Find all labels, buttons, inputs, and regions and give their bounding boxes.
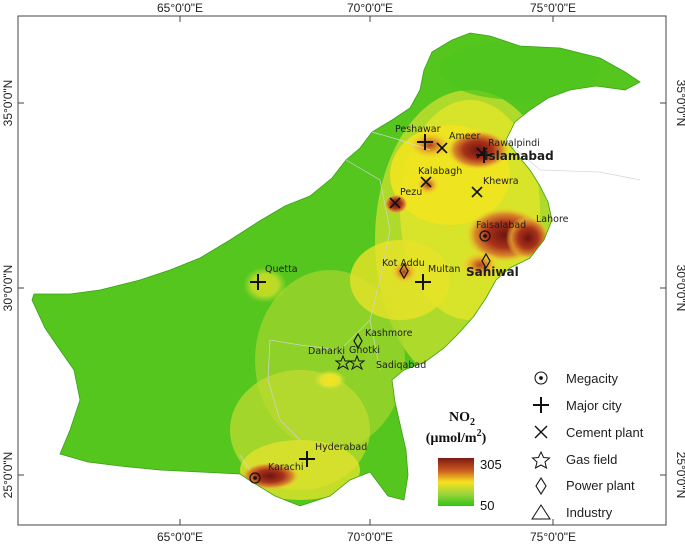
place-label: Sahiwal <box>466 265 519 279</box>
bottom-tick-label: 65°0'0"E <box>157 530 203 544</box>
power-plant-icon <box>481 252 491 270</box>
right-tick-label: 30°0'0"N <box>674 265 685 312</box>
legend-label: Gas field <box>566 452 617 467</box>
place-label: Kalabagh <box>418 166 462 177</box>
legend-label: Megacity <box>566 371 619 386</box>
colorbar-ramp <box>438 458 474 506</box>
left-tick-label: 35°0'0"N <box>1 80 15 127</box>
colorbar-max: 305 <box>480 457 502 472</box>
colorbar-title-line2: (µmol/m2) <box>426 428 487 446</box>
cement-plant-icon <box>389 197 401 209</box>
place-label: Lahore <box>536 214 569 225</box>
gas-field-icon <box>334 354 352 371</box>
place-label: Sadiqabad <box>376 360 426 371</box>
place-label: Hyderabad <box>315 442 367 453</box>
province-boundary <box>371 131 431 151</box>
place-label: Ghotki <box>349 345 380 356</box>
cement-plant-icon <box>420 176 432 188</box>
top-tick-label: 75°0'0"E <box>530 1 576 15</box>
legend-label: Major city <box>566 398 622 413</box>
cement-plant-icon <box>471 186 483 198</box>
megacity-icon <box>534 371 548 385</box>
border-line <box>504 139 641 181</box>
gas-field-icon <box>348 354 366 371</box>
place-label: Peshawar <box>395 124 441 135</box>
megacity-icon <box>479 230 491 242</box>
map-markers <box>249 134 492 484</box>
major-city-icon <box>250 274 266 290</box>
graticule-ticks <box>18 16 666 525</box>
industry-icon <box>531 504 551 520</box>
bottom-tick-label: 70°0'0"E <box>347 530 393 544</box>
legend-label: Industry <box>566 505 613 520</box>
major-city-icon <box>299 451 315 467</box>
cement-plant-icon <box>436 142 448 154</box>
colorbar-min: 50 <box>480 498 494 513</box>
megacity-icon <box>249 472 261 484</box>
major-city-icon <box>533 397 549 413</box>
place-label: Quetta <box>265 264 298 275</box>
left-tick-label: 25°0'0"N <box>1 452 15 499</box>
colorbar-title-line1: NO2 <box>449 410 475 428</box>
country-outline <box>31 32 641 507</box>
cement-plant-icon <box>476 147 488 159</box>
left-tick-label: 30°0'0"N <box>1 265 15 312</box>
colorbar: NO2 (µmol/m2) 305 50 <box>426 410 502 513</box>
gas-field-icon <box>531 450 551 469</box>
power-plant-icon <box>399 262 409 280</box>
place-label: Kot Addu <box>382 258 425 269</box>
bottom-tick-label: 75°0'0"E <box>530 530 576 544</box>
place-label: Daharki <box>308 346 345 357</box>
place-label: Khewra <box>483 176 519 187</box>
place-label: Pezu <box>400 187 422 198</box>
legend-label: Cement plant <box>566 425 644 440</box>
right-tick-label: 35°0'0"N <box>674 80 685 127</box>
top-tick-label: 65°0'0"E <box>157 1 203 15</box>
place-label: Karachi <box>268 462 304 473</box>
major-city-icon <box>415 274 431 290</box>
province-boundary <box>369 319 381 371</box>
province-boundary <box>267 159 391 441</box>
place-label: Faisalabad <box>476 220 526 231</box>
cement-plant-icon <box>534 425 548 439</box>
top-tick-label: 70°0'0"E <box>347 1 393 15</box>
legend <box>531 371 551 520</box>
place-label: Multan <box>428 264 460 275</box>
legend-label: Power plant <box>566 478 635 493</box>
right-tick-label: 25°0'0"N <box>674 452 685 499</box>
province-boundary <box>239 454 251 471</box>
power-plant-icon <box>535 476 547 496</box>
place-label: Islamabad <box>484 149 554 163</box>
major-city-icon <box>417 134 433 150</box>
power-plant-icon <box>353 332 363 350</box>
place-label: Ameer <box>449 131 480 142</box>
place-label: Kashmore <box>365 328 413 339</box>
place-label: Rawalpindi <box>488 138 540 149</box>
